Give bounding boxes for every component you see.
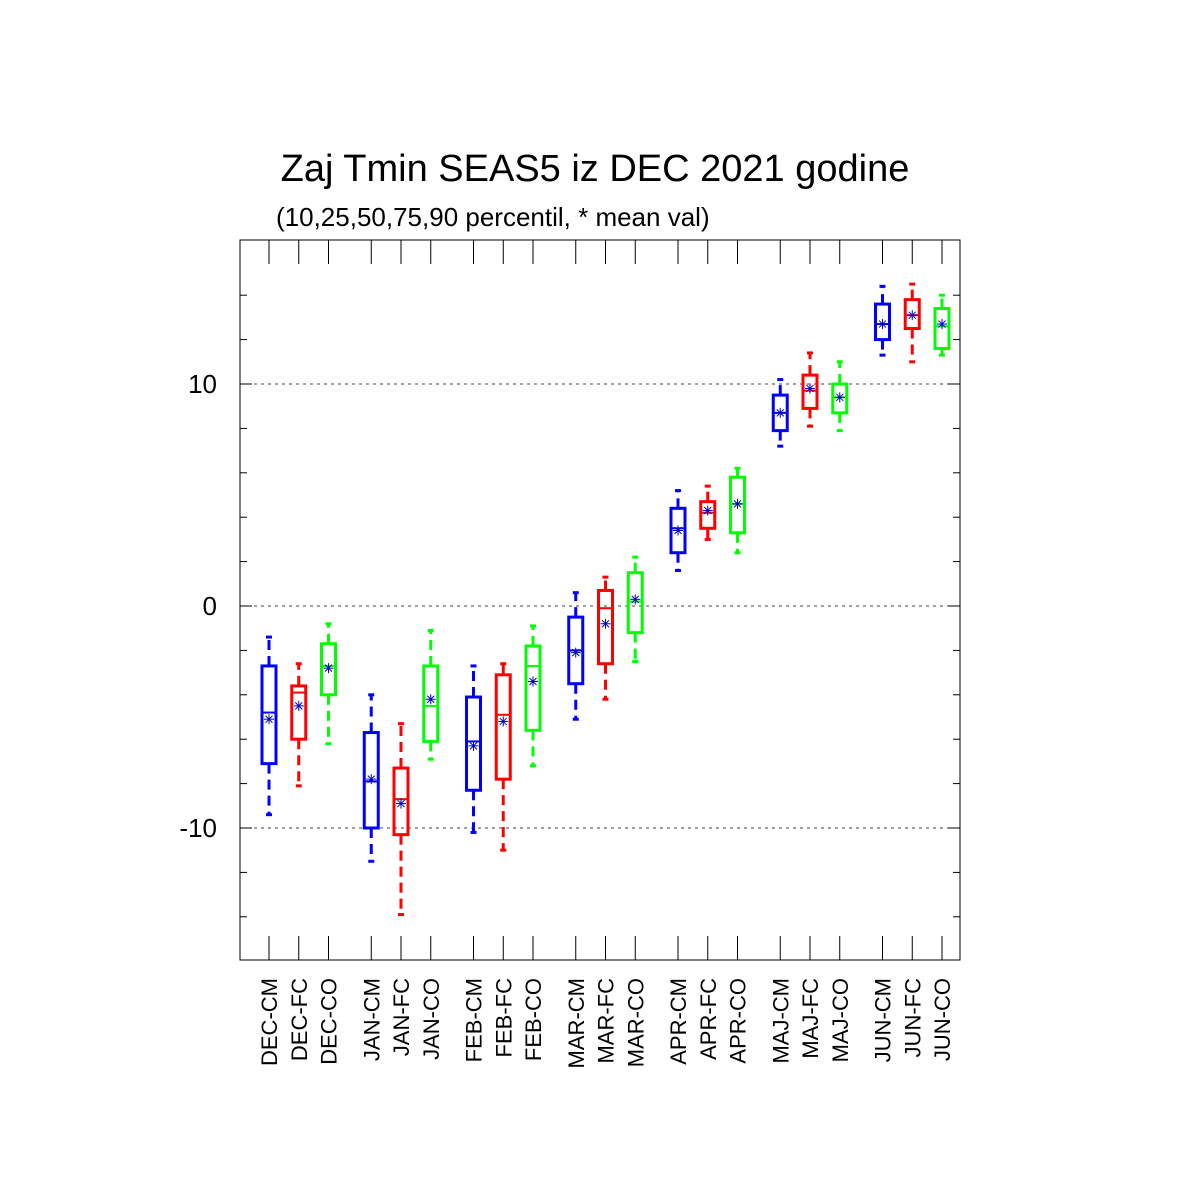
chart-title: Zaj Tmin SEAS5 iz DEC 2021 godine — [0, 148, 1200, 191]
chart-title-text: Zaj Tmin SEAS5 iz DEC 2021 godine — [280, 148, 910, 190]
iqr-box — [392, 766, 410, 837]
x-category-label: DEC-CO — [317, 978, 342, 1065]
box-jan-fc — [392, 722, 410, 917]
x-category-label: MAR-CM — [564, 978, 589, 1068]
iqr-box — [290, 684, 308, 741]
mean-marker-d2 — [776, 409, 785, 417]
iqr-box — [597, 588, 614, 666]
mean-marker-d2 — [397, 799, 405, 808]
mean-marker-d2 — [367, 775, 376, 784]
mean-marker-d2 — [265, 715, 273, 724]
mean-marker-d2 — [908, 311, 917, 320]
mean-marker-d2 — [733, 500, 742, 508]
iqr-box — [465, 695, 482, 792]
mean-marker-d2 — [674, 526, 682, 535]
y-tick-label: 10 — [188, 369, 217, 399]
box-series — [260, 282, 951, 917]
x-category-label: DEC-CM — [257, 978, 282, 1066]
mean-marker-d2 — [806, 384, 814, 393]
x-category-label: FEB-CM — [462, 978, 487, 1062]
mean-marker-d2 — [878, 320, 887, 328]
x-category-label: MAJ-CM — [768, 978, 793, 1064]
iqr-box — [699, 500, 717, 530]
box-jun-cm — [874, 284, 891, 357]
box-jan-co — [422, 628, 440, 761]
chart-subtitle: (10,25,50,75,90 percentil, * mean val) — [276, 202, 710, 232]
box-mar-cm — [567, 591, 585, 721]
mean-marker-d2 — [294, 702, 303, 710]
x-category-label: JAN-CM — [359, 978, 384, 1061]
iqr-box — [320, 642, 337, 697]
box-mar-fc — [597, 575, 614, 701]
y-tick-label: 0 — [203, 591, 217, 621]
iqr-box — [729, 475, 746, 535]
iqr-box — [903, 298, 921, 331]
mean-marker-d2 — [835, 393, 844, 402]
mean-marker-d2 — [571, 648, 580, 657]
box-apr-co — [729, 466, 746, 555]
x-category-label: MAR-CO — [623, 978, 648, 1067]
x-category-label: APR-FC — [696, 978, 721, 1060]
iqr-box — [771, 393, 789, 433]
x-axis: DEC-CM DEC-FC DEC-CO JAN-CM JAN-FC JAN-CO FEB-… — [257, 240, 955, 1068]
iqr-box — [801, 373, 819, 410]
box-apr-fc — [699, 484, 717, 541]
box-jan-cm — [362, 693, 380, 863]
x-category-label: JAN-FC — [389, 978, 414, 1056]
box-feb-cm — [465, 664, 482, 834]
x-category-label: MAR-FC — [594, 978, 619, 1064]
box-feb-co — [524, 624, 542, 768]
mean-marker-d2 — [499, 717, 508, 726]
iqr-box — [362, 731, 380, 830]
box-maj-co — [831, 360, 849, 433]
iqr-box — [874, 302, 891, 342]
x-category-label: FEB-CO — [521, 978, 546, 1061]
x-category-label: JUN-CM — [871, 978, 896, 1062]
iqr-box — [524, 644, 542, 732]
box-dec-co — [320, 622, 337, 746]
box-feb-fc — [494, 662, 512, 852]
box-maj-cm — [771, 378, 789, 448]
x-category-label: FEB-FC — [491, 978, 516, 1058]
mean-marker-d2 — [469, 742, 478, 750]
iqr-box — [567, 615, 585, 686]
iqr-box — [831, 382, 849, 415]
x-category-label: MAJ-FC — [798, 978, 823, 1059]
mean-marker-d2 — [426, 695, 435, 704]
iqr-box — [626, 571, 644, 635]
iqr-box — [933, 307, 951, 350]
box-jun-fc — [903, 282, 921, 364]
box-jun-co — [933, 293, 951, 357]
iqr-box — [669, 506, 687, 555]
box-apr-cm — [669, 489, 687, 572]
x-category-label: JUN-CO — [930, 978, 955, 1061]
iqr-box — [422, 664, 440, 743]
mean-marker-d2 — [703, 506, 712, 515]
box-maj-fc — [801, 351, 819, 428]
mean-marker-d2 — [631, 595, 640, 604]
box-dec-cm — [260, 635, 278, 817]
y-axis: -10 0 10 — [179, 294, 960, 918]
x-category-label: APR-CO — [726, 978, 751, 1064]
iqr-box — [494, 673, 512, 781]
x-category-label: DEC-FC — [287, 978, 312, 1061]
mean-marker-d2 — [529, 677, 537, 686]
y-tick-label: -10 — [179, 813, 217, 843]
x-category-label: APR-CM — [666, 978, 691, 1065]
x-category-label: MAJ-CO — [828, 978, 853, 1062]
x-category-label: JUN-FC — [900, 978, 925, 1058]
x-category-label: JAN-CO — [419, 978, 444, 1060]
mean-marker-d2 — [324, 664, 333, 673]
mean-marker-d2 — [938, 320, 946, 328]
plot-frame — [239, 239, 961, 961]
mean-marker-d2 — [601, 619, 610, 628]
box-mar-co — [626, 555, 644, 663]
iqr-box — [260, 664, 278, 766]
box-dec-fc — [290, 662, 308, 788]
